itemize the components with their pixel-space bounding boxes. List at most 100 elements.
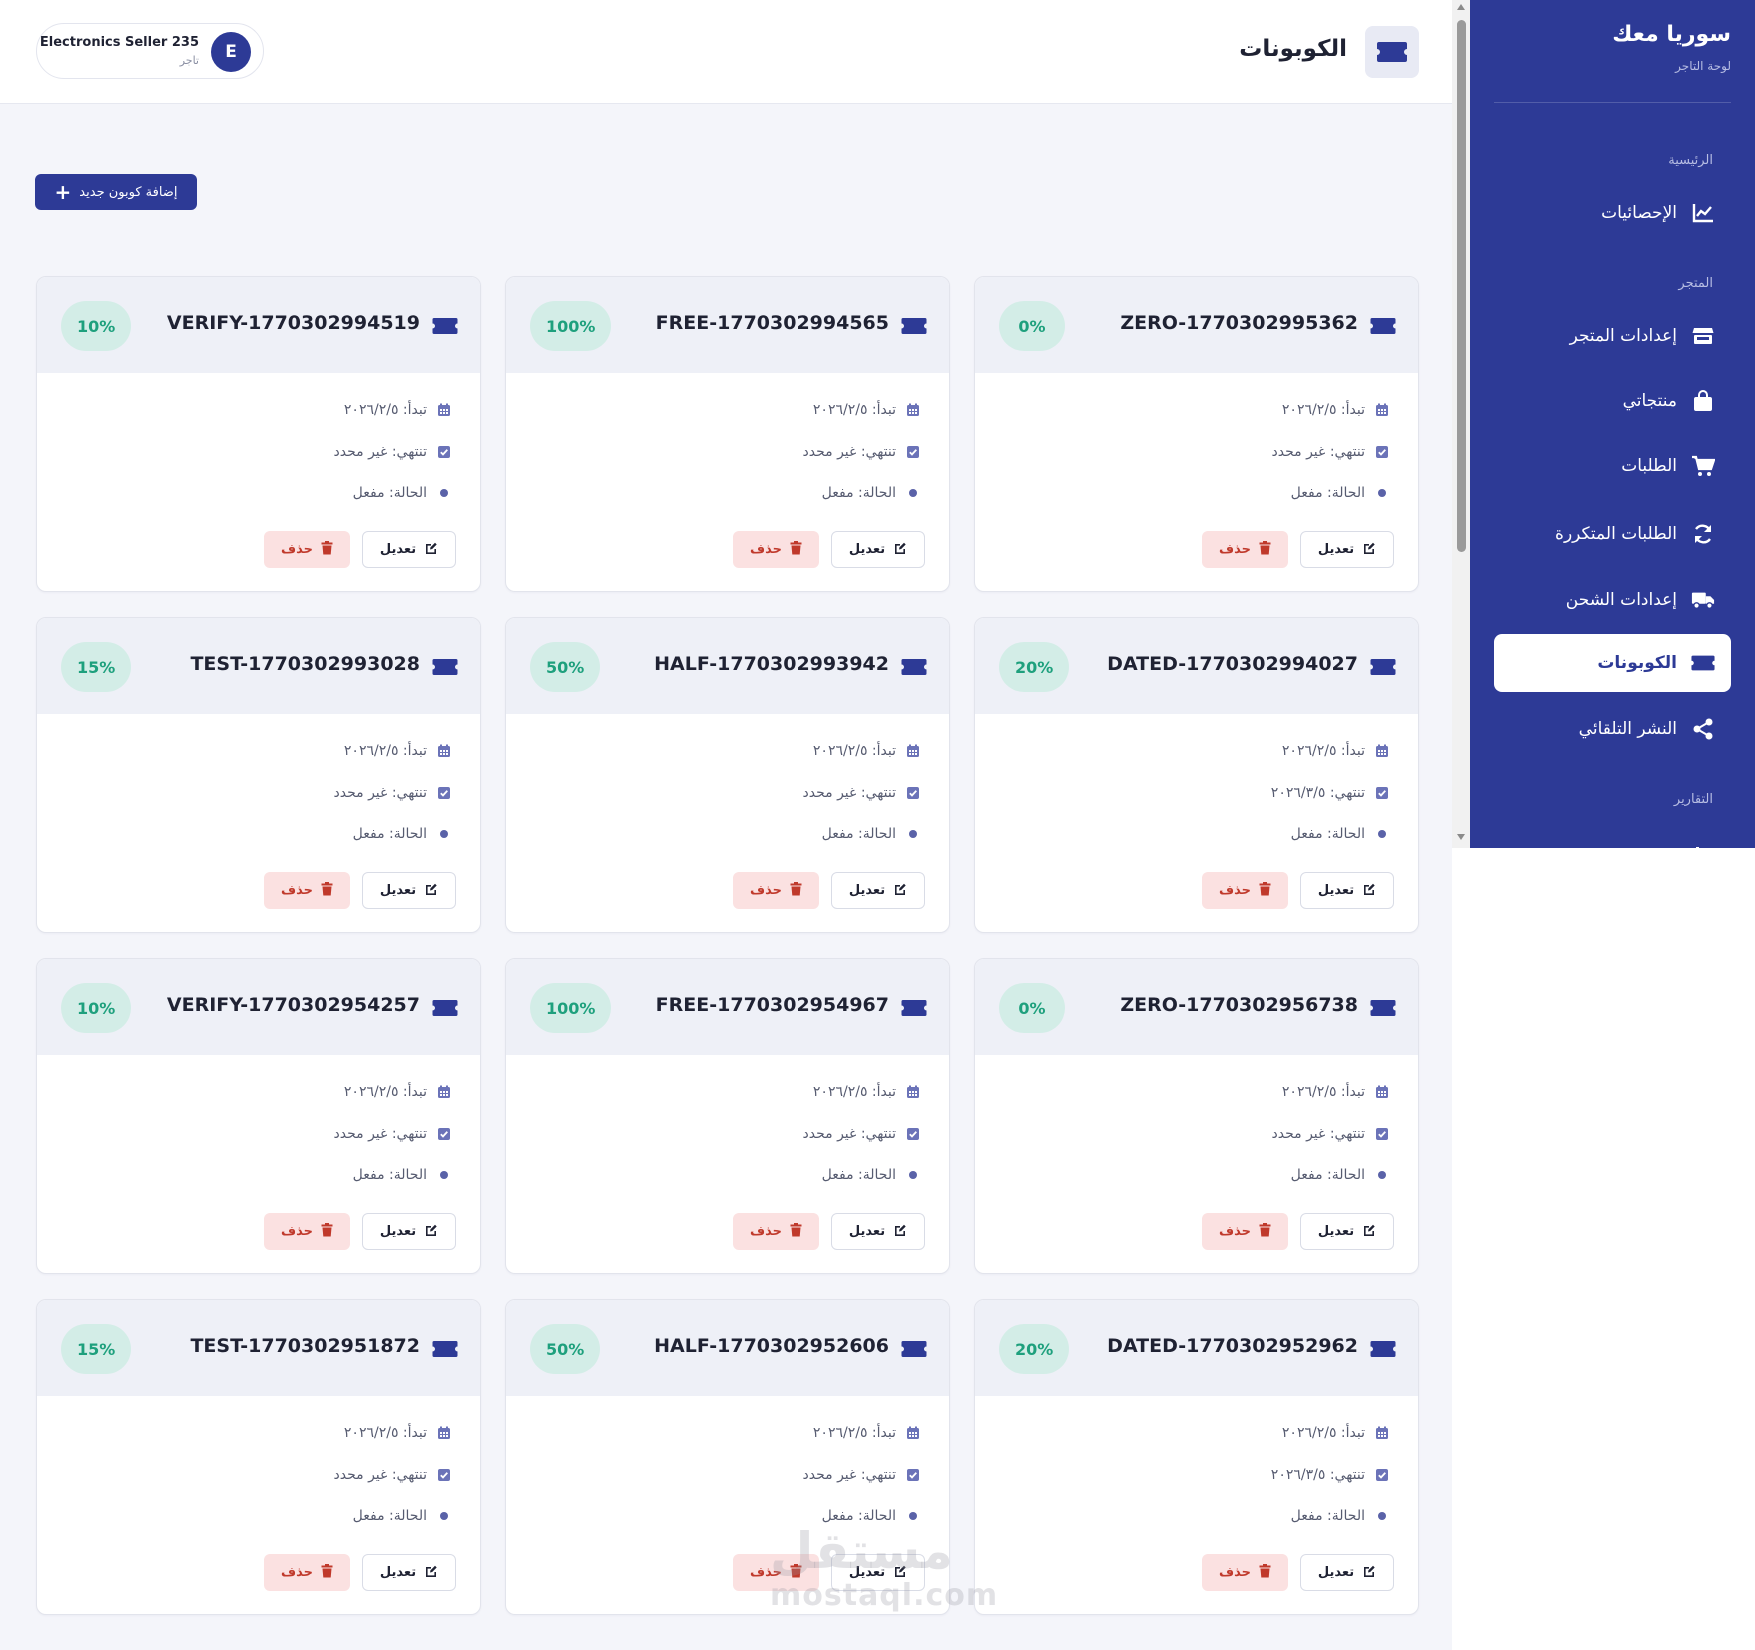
delete-coupon-button[interactable]: حذف: [1202, 1213, 1288, 1250]
coupon-code: HALF-1770302993942: [654, 653, 889, 675]
calendar-check-icon: [904, 445, 922, 459]
delete-coupon-button[interactable]: حذف: [264, 531, 350, 568]
delete-coupon-button[interactable]: حذف: [264, 1213, 350, 1250]
coupon-status: الحالة: مفعل: [1290, 1508, 1365, 1524]
sidebar-item[interactable]: منتجاتي: [1494, 372, 1731, 430]
coupon-card-header: 15% TEST-1770302993028: [37, 618, 480, 714]
edit-label: تعديل: [1317, 883, 1355, 898]
discount-badge: 20%: [999, 642, 1070, 692]
coupon-card: 20% DATED-1770302952962 تبدأ: ٢٠٢٦/٢/٥ ت…: [974, 1299, 1419, 1615]
calendar-icon: [904, 1426, 922, 1440]
delete-label: حذف: [281, 1565, 313, 1580]
calendar-check-icon: [435, 1468, 453, 1482]
sidebar-item-label: الإحصائيات: [1601, 203, 1677, 223]
edit-coupon-button[interactable]: تعديل: [831, 1213, 925, 1250]
delete-coupon-button[interactable]: حذف: [1202, 531, 1288, 568]
delete-label: حذف: [281, 883, 313, 898]
edit-icon: [1362, 1223, 1376, 1241]
coupon-card-header: 100% FREE-1770302994565: [506, 277, 949, 373]
add-coupon-button[interactable]: + إضافة كوبون جديد: [35, 174, 197, 210]
edit-label: تعديل: [848, 542, 886, 557]
scroll-up-arrow-icon[interactable]: [1457, 4, 1465, 10]
coupon-code: FREE-1770302994565: [655, 312, 889, 334]
user-menu[interactable]: E Electronics Seller 235 تاجر: [36, 23, 264, 79]
edit-icon: [893, 541, 907, 559]
edit-coupon-button[interactable]: تعديل: [1300, 1213, 1394, 1250]
coupon-start: تبدأ: ٢٠٢٦/٢/٥: [1281, 1425, 1365, 1441]
coupon-start-row: تبدأ: ٢٠٢٦/٢/٥: [344, 399, 453, 421]
coupon-end: تنتهي: غير محدد: [333, 1467, 427, 1483]
scrollbar[interactable]: [1452, 0, 1470, 848]
delete-coupon-button[interactable]: حذف: [1202, 872, 1288, 909]
coupon-status-row: الحالة: مفعل: [353, 1505, 453, 1527]
avatar: E: [211, 32, 251, 72]
sidebar-item-label: إعدادات المتجر: [1569, 326, 1677, 346]
sidebar-item[interactable]: إعدادات المتجر: [1494, 307, 1731, 365]
section-store-label: المتجر: [1678, 276, 1713, 291]
edit-coupon-button[interactable]: تعديل: [362, 531, 456, 568]
coupon-card: 100% FREE-1770302994565 تبدأ: ٢٠٢٦/٢/٥ ت…: [505, 276, 950, 592]
delete-coupon-button[interactable]: حذف: [733, 872, 819, 909]
trash-icon: [790, 1563, 802, 1582]
store-icon: [1691, 324, 1715, 348]
delete-coupon-button[interactable]: حذف: [1202, 1554, 1288, 1591]
coupon-code: ZERO-1770302995362: [1120, 312, 1358, 334]
sidebar-item[interactable]: الطلبات المتكررة: [1494, 505, 1731, 563]
coupon-end: تنتهي: غير محدد: [802, 785, 896, 801]
section-reports-label: التقارير: [1673, 792, 1713, 807]
edit-label: تعديل: [379, 883, 417, 898]
sidebar-item[interactable]: النشر التلقائي: [1494, 700, 1731, 758]
coupon-start: تبدأ: ٢٠٢٦/٢/٥: [1281, 402, 1365, 418]
sidebar-item[interactable]: الطلبات: [1494, 437, 1731, 495]
calendar-icon: [435, 1085, 453, 1099]
sidebar-item[interactable]: إعدادات الشحن: [1494, 571, 1731, 629]
ticket-icon: [901, 658, 927, 680]
add-coupon-label: إضافة كوبون جديد: [79, 184, 178, 200]
coupon-card: 15% TEST-1770302951872 تبدأ: ٢٠٢٦/٢/٥ تن…: [36, 1299, 481, 1615]
delete-label: حذف: [1219, 1565, 1251, 1580]
delete-coupon-button[interactable]: حذف: [733, 1554, 819, 1591]
discount-badge: 10%: [61, 301, 132, 351]
section-main-label: الرئيسية: [1668, 153, 1713, 168]
coupon-start: تبدأ: ٢٠٢٦/٢/٥: [812, 402, 896, 418]
coupon-end-row: تنتهي: غير محدد: [334, 782, 453, 804]
coupon-status-row: الحالة: مفعل: [822, 823, 922, 845]
calendar-icon: [1373, 744, 1391, 758]
status-dot-icon: [1373, 489, 1391, 497]
coupon-code: TEST-1770302993028: [190, 653, 420, 675]
scroll-thumb[interactable]: [1457, 20, 1466, 552]
edit-coupon-button[interactable]: تعديل: [831, 1554, 925, 1591]
discount-badge: 20%: [999, 1324, 1070, 1374]
delete-coupon-button[interactable]: حذف: [264, 1554, 350, 1591]
sidebar-item[interactable]: الإحصائيات: [1494, 184, 1731, 242]
delete-coupon-button[interactable]: حذف: [733, 1213, 819, 1250]
edit-coupon-button[interactable]: تعديل: [1300, 872, 1394, 909]
sidebar-item-partial[interactable]: [1494, 826, 1731, 848]
ticket-icon: [901, 999, 927, 1021]
edit-icon: [1362, 1564, 1376, 1582]
coupon-start: تبدأ: ٢٠٢٦/٢/٥: [812, 1425, 896, 1441]
coupon-status: الحالة: مفعل: [352, 1167, 427, 1183]
scroll-down-arrow-icon[interactable]: [1457, 834, 1465, 840]
delete-coupon-button[interactable]: حذف: [264, 872, 350, 909]
edit-coupon-button[interactable]: تعديل: [831, 872, 925, 909]
trash-icon: [790, 540, 802, 559]
calendar-check-icon: [1373, 1468, 1391, 1482]
coupon-code: FREE-1770302954967: [655, 994, 889, 1016]
coupon-end: تنتهي: غير محدد: [333, 444, 427, 460]
edit-coupon-button[interactable]: تعديل: [362, 1213, 456, 1250]
coupon-code: DATED-1770302952962: [1107, 1335, 1358, 1357]
user-role: تاجر: [179, 54, 199, 67]
delete-coupon-button[interactable]: حذف: [733, 531, 819, 568]
edit-coupon-button[interactable]: تعديل: [1300, 1554, 1394, 1591]
coupon-end: تنتهي: ٢٠٢٦/٣/٥: [1270, 785, 1365, 801]
edit-coupon-button[interactable]: تعديل: [362, 872, 456, 909]
trash-icon: [1259, 1563, 1271, 1582]
status-dot-icon: [904, 1171, 922, 1179]
edit-coupon-button[interactable]: تعديل: [362, 1554, 456, 1591]
edit-coupon-button[interactable]: تعديل: [831, 531, 925, 568]
truck-icon: [1691, 588, 1715, 612]
edit-coupon-button[interactable]: تعديل: [1300, 531, 1394, 568]
sidebar-item[interactable]: الكوبونات: [1494, 634, 1731, 692]
coupon-code: DATED-1770302994027: [1107, 653, 1358, 675]
